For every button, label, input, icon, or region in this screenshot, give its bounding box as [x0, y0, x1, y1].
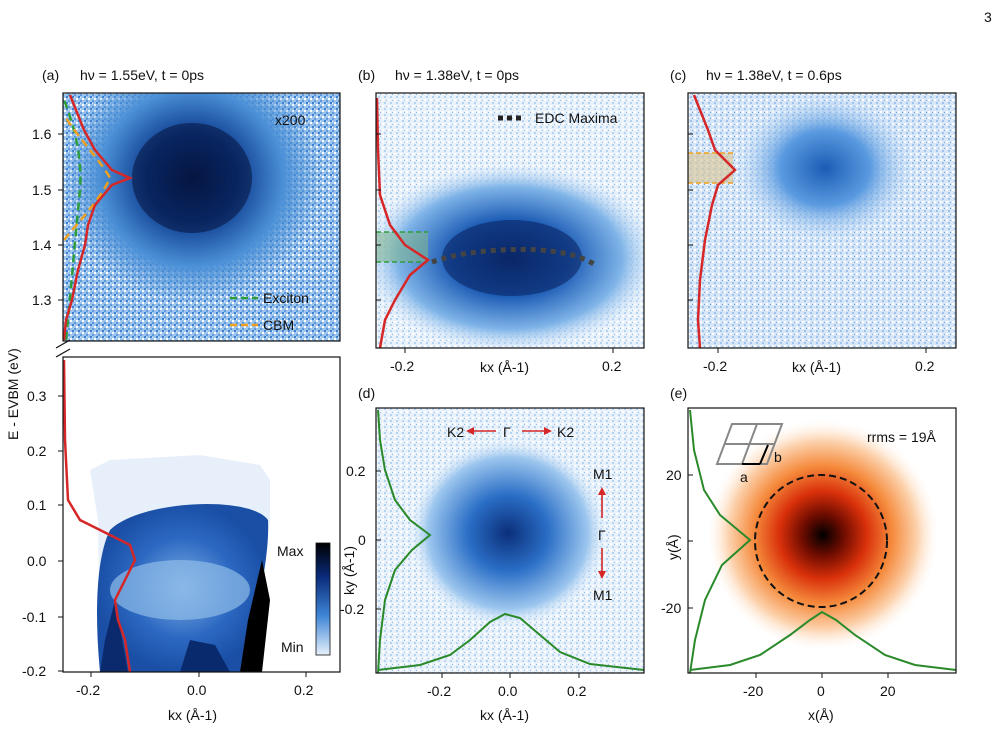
panel-b-title: hν = 1.38eV, t = 0ps: [395, 67, 519, 83]
label-gamma-top: Γ: [503, 424, 511, 440]
panel-a-upper: (a) hν = 1.55eV, t = 0ps x200 Exciton CB…: [32, 67, 341, 358]
colorbar: [315, 542, 331, 656]
scale-note: x200: [275, 112, 306, 128]
ytick-d-m0-2: -0.2: [340, 601, 364, 617]
edc-curve-a: [63, 94, 134, 341]
rrms-label: rrms = 19Å: [867, 429, 937, 445]
ytick-e-20: 20: [666, 467, 682, 483]
ytick-0-0: 0.0: [27, 553, 47, 569]
panel-a-xticks: -0.2 0.0 0.2: [76, 672, 314, 698]
profile-kx: [377, 612, 644, 671]
xtick-d-0-2: 0.2: [567, 683, 587, 699]
ytick-m0-2: -0.2: [22, 663, 46, 679]
panel-c-label: (c): [670, 67, 686, 83]
profile-ky: [377, 409, 432, 673]
panel-a-yticks-upper: 1.3 1.4 1.5 1.6: [32, 126, 63, 308]
ytick-0-2: 0.2: [27, 443, 47, 459]
label-k2-left: K2: [447, 424, 464, 440]
colorbar-max: Max: [277, 543, 303, 559]
ylabel-d: ky (Å-1): [341, 546, 357, 595]
panel-b-xticks: -0.2 0.2: [390, 348, 622, 374]
panel-a-label: (a): [42, 67, 59, 83]
panel-e-xticks: -20 0 20: [743, 673, 896, 699]
axis-label-energy: E - EVBM (eV): [5, 348, 21, 440]
xtick-e-m20: -20: [743, 683, 763, 699]
ytick-0-3: 0.3: [27, 388, 47, 404]
xtick-c-0-2: 0.2: [915, 358, 935, 374]
xtick-a-0-2: 0.2: [294, 682, 314, 698]
xlabel-b: kx (Å-1): [480, 359, 529, 375]
panel-b: (b) hν = 1.38eV, t = 0ps EDC Maxima -0.2…: [358, 67, 645, 375]
panel-c: (c) hν = 1.38eV, t = 0.6ps -0.2 0.2 kx (…: [670, 67, 957, 375]
profile-x: [689, 610, 956, 671]
xlabel-e: x(Å): [808, 707, 834, 723]
panel-c-title: hν = 1.38eV, t = 0.6ps: [706, 67, 842, 83]
edc-curve-b: [376, 97, 431, 348]
panel-a-title: hν = 1.55eV, t = 0ps: [80, 67, 204, 83]
edc-curve-c: [692, 94, 737, 348]
edc-curve-a-lower: [63, 359, 137, 672]
xtick-b-0-2: 0.2: [602, 358, 622, 374]
ytick-d-0: 0: [358, 532, 366, 548]
label-m1-bottom: M1: [593, 587, 613, 603]
panel-e-label: (e): [670, 385, 687, 401]
xtick-d-m0-2: -0.2: [427, 683, 451, 699]
xtick-e-20: 20: [880, 683, 896, 699]
ytick-e-m20: -20: [661, 600, 681, 616]
panel-a-lower: Max Min -0.2 -0.1 0.0 0.1 0.2 0.3 -0.2 0…: [22, 356, 341, 723]
colorbar-min: Min: [281, 639, 304, 655]
panel-d-xticks: -0.2 0.0 0.2: [427, 673, 587, 699]
xtick-e-0: 0: [817, 683, 825, 699]
xtick-d-0-0: 0.0: [498, 683, 518, 699]
xtick-a-0-0: 0.0: [187, 682, 207, 698]
profile-y: [689, 409, 752, 673]
panel-e-yticks: 20 -20: [661, 467, 693, 616]
ylabel-e: y(Å): [665, 534, 681, 560]
label-gamma-right: Γ: [598, 527, 606, 543]
ytick-m0-1: -0.1: [22, 609, 46, 625]
edc-maxima-line: [431, 247, 596, 267]
panel-d: (d) K2 Γ K2 M1 Γ M1 0.2 0 -0.2 ky (Å-1): [340, 385, 645, 723]
panel-c-yticks: [688, 133, 693, 301]
panel-d-yticks: 0.2 0 -0.2: [340, 463, 381, 617]
legend-edc-maxima: EDC Maxima: [535, 110, 618, 126]
ytick-1-5: 1.5: [32, 182, 52, 198]
lattice-a: a: [740, 469, 748, 485]
panel-d-label: (d): [358, 385, 375, 401]
panel-b-yticks: [376, 133, 381, 301]
page-number: 3: [984, 9, 992, 25]
rrms-circle: [754, 474, 888, 608]
xtick-a-m0-2: -0.2: [76, 682, 100, 698]
panel-c-xticks: -0.2 0.2: [703, 348, 935, 374]
legend-exciton: Exciton: [263, 290, 309, 306]
ytick-1-3: 1.3: [32, 292, 52, 308]
label-k2-right: K2: [557, 424, 574, 440]
ytick-1-4: 1.4: [32, 237, 52, 253]
xtick-b-m0-2: -0.2: [390, 358, 414, 374]
xlabel-d: kx (Å-1): [480, 707, 529, 723]
ytick-1-6: 1.6: [32, 126, 52, 142]
ytick-d-0-2: 0.2: [346, 463, 366, 479]
label-m1-top: M1: [593, 466, 613, 482]
xtick-c-m0-2: -0.2: [703, 358, 727, 374]
panel-a-yticks-lower: -0.2 -0.1 0.0 0.1 0.2 0.3: [22, 388, 63, 679]
xlabel-a: kx (Å-1): [168, 707, 217, 723]
panel-e: (e) a b rrms = 19Å 20 -20 y(Å) -: [661, 385, 957, 723]
ytick-0-1: 0.1: [27, 497, 47, 513]
lattice-b: b: [774, 449, 782, 465]
panel-b-label: (b): [358, 67, 375, 83]
edc-band-b: [376, 232, 428, 262]
xlabel-c: kx (Å-1): [792, 359, 841, 375]
legend-cbm: CBM: [263, 317, 294, 333]
